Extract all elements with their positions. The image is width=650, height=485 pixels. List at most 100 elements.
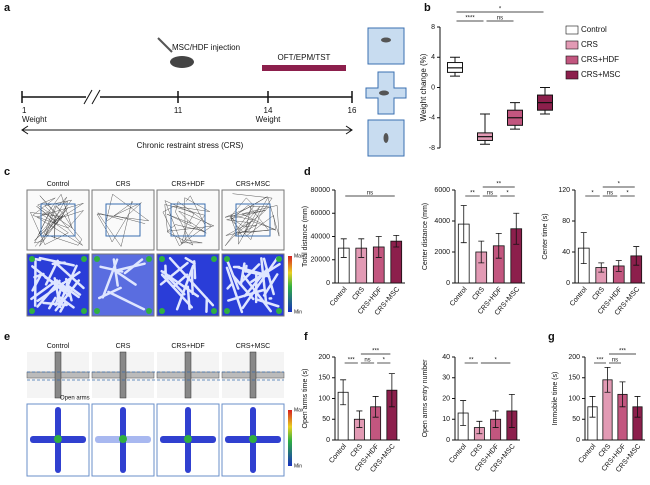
heat-trace: [42, 301, 68, 307]
error-bar: [589, 396, 596, 418]
group-label: CRS+MSC: [236, 181, 270, 188]
y-tick-label: 20000: [311, 257, 331, 264]
y-axis-label: Open arms time (s): [302, 369, 309, 429]
heat-trace: [244, 264, 248, 273]
group-label: Control: [47, 343, 70, 350]
significance-label: *: [618, 182, 621, 188]
heat-trace: [226, 283, 233, 290]
y-tick-label: 120: [558, 187, 570, 194]
heat-trace: [53, 277, 62, 309]
heat-trace: [47, 296, 57, 310]
error-bar: [375, 236, 382, 258]
heat-trace: [38, 256, 75, 267]
y-tick-label: 4: [431, 54, 435, 61]
y-tick-label: 8: [431, 24, 435, 31]
y-tick-label: 40: [442, 354, 450, 361]
heat-corner: [276, 256, 282, 262]
x-tick-label: CRS: [591, 286, 606, 302]
track: [224, 193, 280, 246]
heat-center: [119, 435, 127, 443]
maze-arm: [249, 351, 257, 399]
y-tick-label: 80000: [311, 187, 331, 194]
y-tick-label: 6000: [434, 187, 450, 194]
maze-arm: [54, 351, 62, 399]
group-label: CRS+MSC: [236, 343, 270, 350]
y-tick-label: 80: [562, 218, 570, 225]
heat-trace: [53, 260, 85, 290]
panel-label: e: [4, 331, 10, 343]
tests-label: OFT/EPM/TST: [278, 53, 331, 62]
y-tick-label: 200: [568, 354, 580, 361]
center-zone: [40, 203, 76, 237]
weight-label: Weight: [22, 115, 48, 124]
x-tick-label: CRS: [471, 286, 486, 302]
x-tick-label: Control: [569, 286, 589, 308]
day-label: 1: [22, 106, 27, 115]
y-tick-label: -4: [429, 115, 435, 122]
heat-corner: [81, 256, 87, 262]
significance-label: **: [496, 182, 501, 188]
whisker: [510, 102, 520, 130]
scale-label: Min: [294, 463, 302, 469]
y-tick-label: 0: [326, 437, 330, 444]
x-tick-label: Control: [329, 286, 349, 308]
error-bar: [358, 238, 365, 258]
significance-label: *: [591, 191, 594, 197]
y-tick-label: 150: [318, 375, 330, 382]
heat-corner: [224, 256, 230, 262]
color-scale: [288, 410, 292, 466]
panel-label: g: [548, 331, 555, 343]
heat-trace: [227, 288, 265, 302]
y-tick-label: -8: [429, 145, 435, 152]
heat-trace: [56, 280, 80, 299]
day-label: 11: [174, 106, 183, 115]
group-label: CRS+HDF: [171, 181, 204, 188]
y-tick-label: 2000: [434, 249, 450, 256]
y-tick-label: 100: [568, 395, 580, 402]
y-tick-label: 200: [318, 354, 330, 361]
heat-corner: [146, 256, 152, 262]
y-tick-label: 4000: [434, 218, 450, 225]
scale-label: Max: [294, 253, 304, 259]
heat-trace: [241, 256, 279, 310]
significance-label: *: [626, 191, 629, 197]
track: [96, 193, 149, 247]
significance-label: ***: [619, 349, 627, 355]
bar: [390, 240, 403, 284]
heat-center: [249, 435, 257, 443]
significance-label: *: [506, 191, 509, 197]
significance-label: ns: [497, 16, 503, 22]
error-bar: [476, 420, 483, 435]
heat-trace: [260, 257, 268, 307]
significance-label: **: [469, 358, 474, 364]
significance-label: *: [383, 358, 386, 364]
scale-label: Min: [294, 309, 302, 315]
legend-label: CRS+MSC: [581, 70, 621, 79]
y-tick-label: 30: [442, 375, 450, 382]
center-zone: [105, 203, 141, 237]
error-bar: [356, 410, 363, 428]
error-bar: [598, 262, 605, 273]
significance-label: ns: [487, 191, 493, 197]
error-bar: [478, 240, 485, 264]
significance-label: ns: [612, 358, 618, 364]
legend-label: CRS: [581, 40, 598, 49]
error-bar: [460, 205, 467, 244]
x-tick-label: Control: [578, 443, 598, 465]
y-axis-label: Weight change (%): [419, 53, 428, 121]
heat-trace: [123, 258, 144, 275]
y-tick-label: 50: [572, 416, 580, 423]
legend-swatch: [565, 25, 579, 35]
error-bar: [340, 238, 347, 258]
maze-arm: [184, 351, 192, 399]
heat-corner: [211, 256, 217, 262]
heatmap: [156, 253, 220, 317]
heat-corner: [159, 308, 165, 314]
y-tick-label: 0: [326, 280, 330, 287]
heat-corner: [159, 256, 165, 262]
heat-trace: [44, 276, 71, 294]
y-axis-label: Open arms entry number: [422, 359, 429, 437]
error-bar: [492, 410, 499, 428]
error-bar: [580, 232, 587, 265]
heat-trace: [54, 279, 81, 312]
